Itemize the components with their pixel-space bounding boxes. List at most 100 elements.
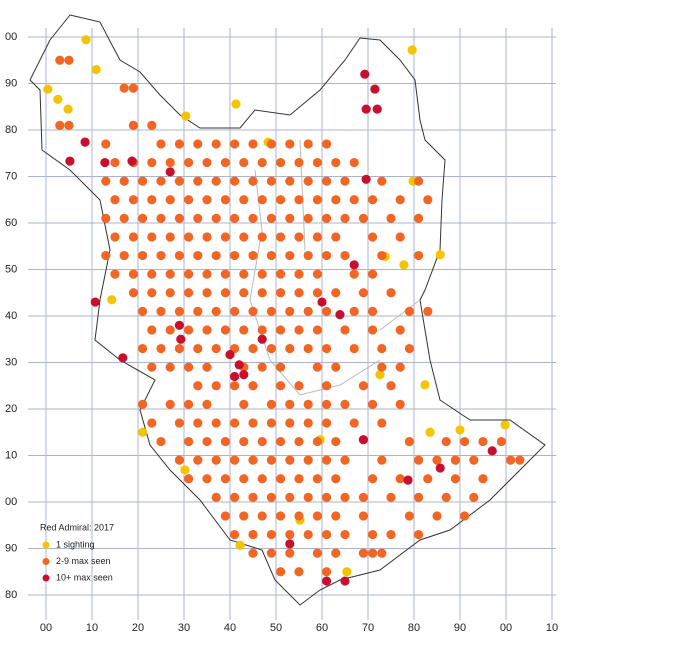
record-dot xyxy=(441,492,451,502)
record-dot xyxy=(165,195,175,205)
record-dot xyxy=(165,167,175,177)
record-dot xyxy=(312,436,322,447)
record-dot xyxy=(184,195,194,205)
legend-title: Red Admiral: 2017 xyxy=(40,522,114,532)
record-dot xyxy=(156,176,166,186)
record-dot xyxy=(285,306,295,316)
record-dot xyxy=(500,420,510,430)
record-dot xyxy=(414,176,424,186)
record-dot xyxy=(248,455,258,465)
record-dot xyxy=(294,381,304,391)
record-dot xyxy=(165,362,175,372)
record-dot xyxy=(64,55,74,65)
record-dot xyxy=(303,529,313,540)
record-dot xyxy=(174,343,184,354)
record-dot xyxy=(101,176,111,186)
record-dot xyxy=(239,474,249,484)
record-dot xyxy=(230,418,240,428)
record-dot xyxy=(322,492,332,502)
record-dot xyxy=(469,455,479,465)
record-dot xyxy=(322,250,332,261)
record-dot xyxy=(460,436,470,447)
record-dot xyxy=(335,310,345,320)
record-dot xyxy=(358,435,368,445)
record-dot xyxy=(165,232,175,242)
record-dot xyxy=(257,362,267,372)
record-dot xyxy=(230,381,240,391)
record-dot xyxy=(248,139,258,149)
record-dot xyxy=(395,195,405,205)
record-dot xyxy=(220,511,230,521)
record-dot xyxy=(211,176,221,186)
record-dot xyxy=(358,381,368,391)
record-dot xyxy=(340,176,350,186)
record-dot xyxy=(331,195,341,205)
record-dot xyxy=(312,362,322,372)
record-dot xyxy=(248,529,258,540)
record-dot xyxy=(441,436,451,447)
record-dot xyxy=(55,55,65,65)
record-dot xyxy=(239,369,249,380)
legend: Red Admiral: 2017 1 sighting 2-9 max seen… xyxy=(40,522,114,582)
record-dot xyxy=(303,213,313,223)
record-dot xyxy=(220,157,230,168)
record-dot xyxy=(294,511,304,521)
record-dot xyxy=(450,455,460,465)
record-dot xyxy=(53,94,63,104)
record-dot xyxy=(386,213,396,223)
record-dot xyxy=(147,120,157,130)
record-dot xyxy=(276,381,286,391)
record-dot xyxy=(294,157,304,168)
record-dot xyxy=(184,232,194,242)
y-tick-label: 80 xyxy=(5,124,17,136)
record-dot xyxy=(340,250,350,261)
record-dot xyxy=(248,381,258,391)
record-dot xyxy=(322,576,332,586)
record-dot xyxy=(303,399,313,409)
record-dot xyxy=(193,455,203,465)
record-dot xyxy=(361,174,371,184)
record-dot xyxy=(368,195,378,205)
record-dot xyxy=(266,306,276,316)
record-dot xyxy=(294,232,304,242)
y-tick-label: 60 xyxy=(5,217,17,229)
record-dot xyxy=(377,362,387,372)
record-dot xyxy=(110,269,120,279)
record-dot xyxy=(119,176,129,186)
record-dot xyxy=(285,139,295,149)
record-dot xyxy=(156,436,166,447)
record-dot xyxy=(349,195,359,205)
record-dot xyxy=(211,213,221,223)
record-dot xyxy=(266,418,276,428)
record-dot xyxy=(257,288,267,298)
record-dot xyxy=(257,436,267,447)
record-dot xyxy=(276,288,286,298)
record-dot xyxy=(450,474,460,484)
record-dot xyxy=(110,195,120,205)
record-dot xyxy=(234,360,244,370)
record-dot xyxy=(368,269,378,279)
record-dot xyxy=(276,436,286,447)
record-dot xyxy=(358,213,368,223)
record-dot xyxy=(331,511,341,521)
record-dot xyxy=(156,139,166,149)
record-dot xyxy=(156,343,166,354)
record-dot xyxy=(285,492,295,502)
record-dot xyxy=(147,269,157,279)
record-dot xyxy=(184,269,194,279)
record-dot xyxy=(266,399,276,409)
record-dot xyxy=(184,362,194,372)
county-outline xyxy=(29,14,546,606)
record-dot xyxy=(266,548,276,558)
x-tick-label: 80 xyxy=(408,622,420,634)
record-dot xyxy=(331,288,341,298)
record-dot xyxy=(230,371,240,382)
y-tick-label: 40 xyxy=(5,310,17,322)
record-dot xyxy=(156,306,166,316)
record-dot xyxy=(360,69,370,79)
record-dot xyxy=(276,567,286,577)
y-tick-label: 50 xyxy=(5,263,17,275)
record-dot xyxy=(63,104,73,114)
legend-swatch xyxy=(42,541,50,549)
